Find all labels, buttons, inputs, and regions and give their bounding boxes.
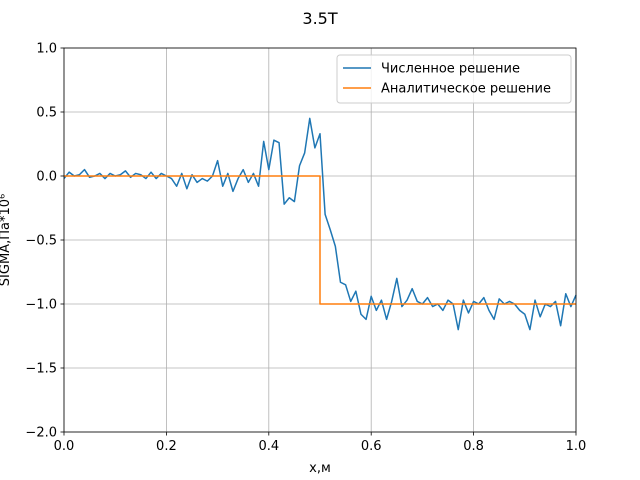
chart-title: 3.5T [302,9,337,28]
y-tick-label: −0.5 [25,234,57,249]
y-tick-label: 0.0 [36,170,57,185]
data-line [64,175,576,305]
data-line [63,117,577,331]
y-axis-label: SIGMA,Па*10⁶ [0,194,13,286]
legend-label: Аналитическое решение [381,82,551,97]
x-tick-label: 1.0 [566,439,587,454]
plot-frame [63,47,577,433]
x-tick-label: 0.0 [54,439,75,454]
legend-box [336,54,572,104]
y-tick-label: −1.0 [25,298,57,313]
y-tick-label: 1.0 [36,42,57,57]
x-axis-label: x,м [309,461,331,476]
x-tick-label: 0.4 [258,439,279,454]
legend-label: Численное решение [381,62,520,77]
x-tick-label: 0.2 [156,439,177,454]
y-tick-label: −1.5 [25,362,57,377]
x-tick-label: 0.8 [463,439,484,454]
x-tick-label: 0.6 [361,439,382,454]
y-tick-label: 0.5 [36,106,57,121]
y-tick-label: −2.0 [25,426,57,441]
